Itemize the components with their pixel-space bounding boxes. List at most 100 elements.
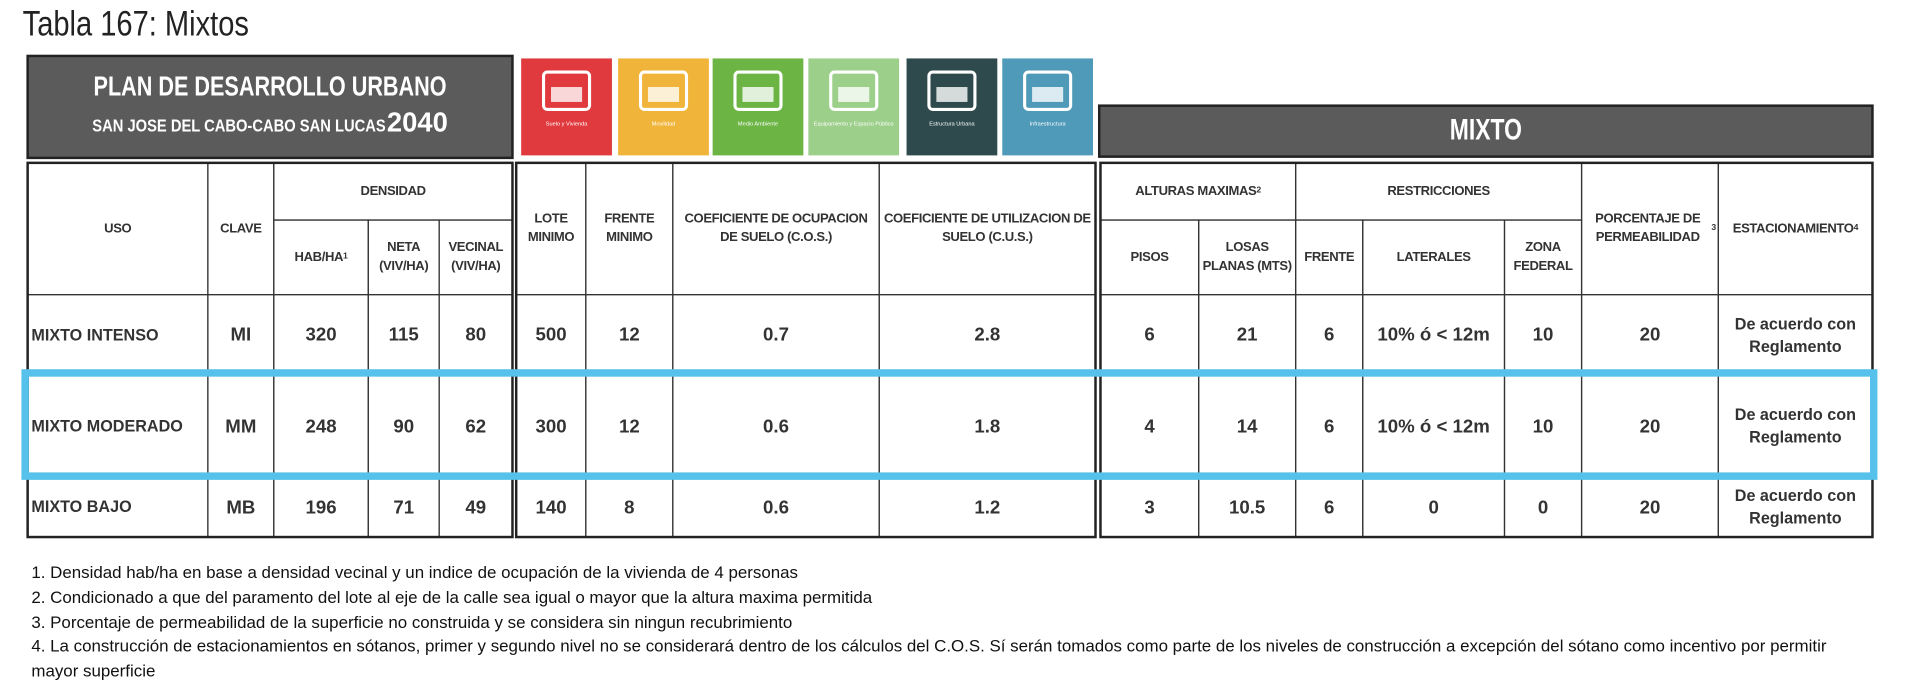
icon-label: Equipamiento y Espacio Público [813, 120, 894, 127]
cell-box: 80 [465, 324, 487, 346]
header-box [26, 54, 514, 160]
cell-box: 3 [1144, 497, 1154, 518]
table-cell: 320 [305, 324, 337, 346]
cell-box: CLAVE [220, 221, 262, 236]
cell-box: 320 [305, 324, 337, 346]
table-cell: 12 [618, 415, 640, 437]
table-cell: 20 [1639, 324, 1661, 346]
cell-box: 0.6 [763, 496, 789, 518]
table-cell: 196 [305, 496, 337, 518]
cell-box: 196 [305, 496, 337, 518]
cell-box: FRENTE [1304, 249, 1355, 265]
icon-glyph [838, 87, 870, 102]
footnote: 3. Porcentaje de permeabilidad de la sup… [31, 612, 793, 632]
column-header: LATERALES [1396, 249, 1471, 265]
cell-box: FRENTE MINIMO [604, 211, 654, 245]
column-header: VECINAL (VIV/HA) [448, 239, 504, 274]
column-header: COEFICIENTE DE OCUPACION DE SUELO (C.O.S… [684, 211, 868, 245]
cell-box: 12 [618, 324, 640, 346]
column-header: USO [104, 220, 132, 236]
cell-box: 1.2 [974, 497, 1000, 518]
cell-box: LOTE MINIMO [527, 211, 575, 245]
cell-box: 10% ó < 12m [1377, 324, 1490, 346]
column-header: DENSIDAD [360, 183, 427, 199]
cell-box: 71 [393, 497, 414, 518]
section-banner [1097, 104, 1874, 158]
icon-label: Infraestructura [1029, 120, 1066, 127]
icon-tile [618, 58, 709, 156]
column-header: COEFICIENTE DE UTILIZACION DE SUELO (C.U… [883, 211, 1091, 245]
title: Tabla 167: Mixtos [23, 4, 249, 43]
icon-glyph [541, 70, 592, 111]
header-year: 2040 [387, 107, 448, 138]
icon-tile [1002, 58, 1094, 156]
cell-box: 0 [1428, 496, 1439, 518]
icon-label-box: Suelo y Vivienda [546, 121, 588, 127]
column-header: HAB/HA 1 [274, 220, 368, 295]
icon-glyph [733, 70, 783, 111]
cell-text: HAB/HA [294, 249, 344, 265]
table-cell: 14 [1236, 415, 1258, 437]
cell-box: 10.5 [1229, 496, 1266, 518]
cell-box: 14 [1236, 415, 1258, 437]
column-header: ALTURAS MAXIMAS 2 [1100, 163, 1295, 220]
table-cell: 12 [618, 324, 640, 346]
table-cell: De acuerdo con Reglamento [1734, 486, 1857, 528]
table-cell: 20 [1639, 496, 1661, 518]
table-cell: 500 [535, 324, 567, 346]
cell-box: 90 [393, 415, 415, 437]
column-header: PISOS [1130, 249, 1169, 265]
icon-label-box: Movilidad [651, 120, 676, 127]
cell-box: 10 [1533, 324, 1554, 345]
icon-label-box: Estructura Urbana [929, 121, 974, 127]
table-cell: 10% ó < 12m [1377, 324, 1490, 346]
cell-box: De acuerdo con Reglamento [1734, 486, 1857, 528]
icon-glyph [829, 70, 879, 111]
footnote: 4. La construcción de estacionamientos e… [31, 636, 1827, 680]
table-cell: 10.5 [1229, 496, 1266, 518]
cell-box: ESTACIONAMIENTO 4 [1733, 221, 1859, 236]
column-header: FRENTE [1304, 249, 1355, 265]
cell-text: PORCENTAJE DE PERMEABILIDAD [1595, 211, 1701, 245]
column-header: RESTRICCIONES [1387, 183, 1490, 199]
table-cell: 2.8 [974, 324, 1001, 346]
cell-box: RESTRICCIONES [1387, 183, 1490, 199]
cell-box: 21 [1236, 324, 1258, 346]
icon-label-box: Infraestructura [1029, 120, 1066, 127]
table-cell: 140 [535, 496, 567, 518]
cell-box: 10 [1532, 415, 1554, 437]
table-cell: 21 [1236, 324, 1258, 346]
cell-box: 20 [1639, 324, 1661, 346]
row-label: MIXTO BAJO [31, 497, 132, 516]
icon-glyph [927, 70, 977, 111]
cell-box: 4 [1144, 416, 1154, 437]
icon-label-box: Equipamiento y Espacio Público [813, 120, 894, 127]
icon-label-box: Medio Ambiente [738, 121, 778, 127]
icon-glyph [551, 87, 583, 102]
table-cell: 115 [388, 324, 419, 346]
table-cell: 80 [465, 324, 487, 346]
table-cell: 6 [1144, 324, 1155, 346]
section-title: MIXTO [1450, 114, 1522, 147]
table-cell: De acuerdo con Reglamento [1734, 313, 1857, 355]
icon-glyph [638, 70, 689, 111]
table-cell: MB [226, 496, 256, 518]
header-subtitle: SAN JOSE DEL CABO-CABO SAN LUCAS [92, 115, 385, 135]
icon-glyph [1023, 70, 1073, 111]
table-cell: 10 [1532, 415, 1554, 437]
cell-text: ALTURAS MAXIMAS [1135, 183, 1257, 199]
icon-label: Movilidad [651, 120, 676, 127]
cell-box: 0.7 [763, 324, 789, 345]
column-header: LOTE MINIMO [527, 211, 575, 245]
footnote: 2. Condicionado a que del paramento del … [31, 587, 873, 607]
cell-box: COEFICIENTE DE OCUPACION DE SUELO (C.O.S… [684, 211, 868, 245]
icon-glyph [647, 87, 680, 102]
table-cell: 0.6 [763, 496, 789, 518]
table-cell: 90 [393, 415, 415, 437]
table-block [26, 161, 514, 539]
cell-box: 6 [1324, 416, 1334, 437]
table-cell: 0 [1428, 496, 1439, 518]
cell-box: 248 [305, 416, 336, 437]
